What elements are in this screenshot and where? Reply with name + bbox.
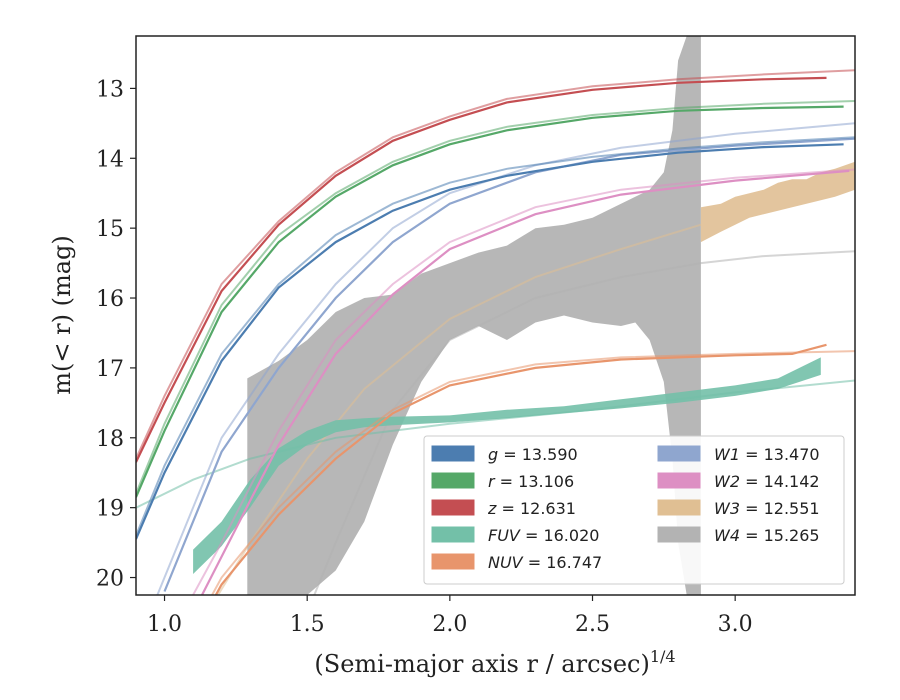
legend-symbol: FUV: [488, 526, 521, 545]
legend-swatch: [431, 472, 475, 489]
legend-value: = 12.631: [496, 499, 576, 518]
legend-symbol: W2: [714, 472, 740, 491]
y-axis: 13 14 15 16 17 18 19 20: [96, 77, 136, 592]
legend-symbol: W4: [714, 526, 740, 545]
model-line-r: [136, 100, 855, 495]
legend-frame: [423, 435, 845, 585]
model-line-nuv: [210, 350, 855, 595]
legend-swatch: [431, 499, 475, 516]
x-axis-label: (Semi-major axis r / arcsec)1/4: [314, 647, 675, 678]
x-tick-label: 2.0: [432, 612, 467, 637]
data-line-z: [136, 76, 827, 463]
legend-symbol: W3: [714, 499, 740, 518]
legend-swatch: [657, 472, 701, 489]
y-tick-label: 15: [96, 217, 124, 242]
y-tick-label: 17: [96, 357, 124, 382]
legend-entry: W3 = 12.551: [714, 499, 820, 518]
data-line-nuv: [214, 343, 827, 595]
legend-symbol: r: [488, 472, 496, 491]
data-line-w2: [200, 169, 850, 595]
legend-entry: r = 13.106: [488, 472, 574, 491]
legend-value: = 16.020: [520, 526, 600, 545]
legend-value: = 13.106: [495, 472, 575, 491]
band-w3: [700, 161, 855, 243]
x-axis-label-text: (Semi-major axis r / arcsec): [314, 650, 649, 678]
x-tick-label: 3.0: [718, 612, 753, 637]
legend-entry: W4 = 15.265: [714, 526, 820, 545]
legend-swatch: [657, 526, 701, 543]
legend-value: = 15.265: [740, 526, 820, 545]
model-line-w1: [156, 122, 855, 595]
legend-symbol: W1: [714, 445, 740, 464]
legend-swatch: [431, 553, 475, 570]
legend-value: = 13.590: [498, 445, 578, 464]
legend-value: = 16.747: [523, 553, 603, 572]
legend-value: = 12.551: [740, 499, 820, 518]
legend-symbol: NUV: [488, 553, 524, 572]
model-line-g: [136, 136, 855, 536]
model-line-w2: [191, 168, 855, 595]
y-tick-label: 13: [96, 77, 124, 102]
legend-entry: NUV = 16.747: [488, 553, 602, 572]
legend-symbol: z: [487, 499, 497, 518]
plot-frame: [135, 35, 856, 596]
model-line-z: [136, 69, 855, 460]
model-line-fuv: [136, 379, 855, 509]
legend-swatch: [657, 499, 701, 516]
legend-swatch: [431, 526, 475, 543]
legend-entry: g = 13.590: [488, 445, 578, 464]
y-tick-label: 19: [96, 497, 124, 522]
model-line-w3: [216, 223, 702, 595]
legend-value: = 14.142: [740, 472, 820, 491]
x-tick-label: 1.5: [290, 612, 325, 637]
legend-swatch: [431, 445, 475, 462]
legend-symbol: g: [488, 445, 498, 464]
legend-entry: W2 = 14.142: [714, 472, 820, 491]
data-line-w1: [163, 137, 855, 592]
legend-entry: FUV = 16.020: [488, 526, 599, 545]
y-tick-label: 20: [96, 567, 124, 592]
y-tick-label: 14: [96, 147, 124, 172]
band-w4: [247, 36, 701, 595]
data-line-g: [136, 143, 844, 540]
y-tick-label: 16: [96, 287, 124, 312]
legend-swatch: [657, 445, 701, 462]
legend-value: = 13.470: [740, 445, 820, 464]
legend-entry: W1 = 13.470: [714, 445, 820, 464]
data-line-r: [136, 105, 844, 498]
y-tick-label: 18: [96, 427, 124, 452]
model-line-w4: [313, 250, 855, 595]
legend-entry: z = 12.631: [487, 499, 576, 518]
y-axis-label: m(< r) (mag): [48, 235, 76, 394]
plot-marks: [136, 36, 855, 595]
x-tick-label: 1.0: [147, 612, 182, 637]
x-axis-label-exponent: 1/4: [650, 647, 676, 666]
x-tick-label: 2.5: [575, 612, 610, 637]
x-axis: 1.0 1.5 2.0 2.5 3.0: [147, 595, 753, 637]
